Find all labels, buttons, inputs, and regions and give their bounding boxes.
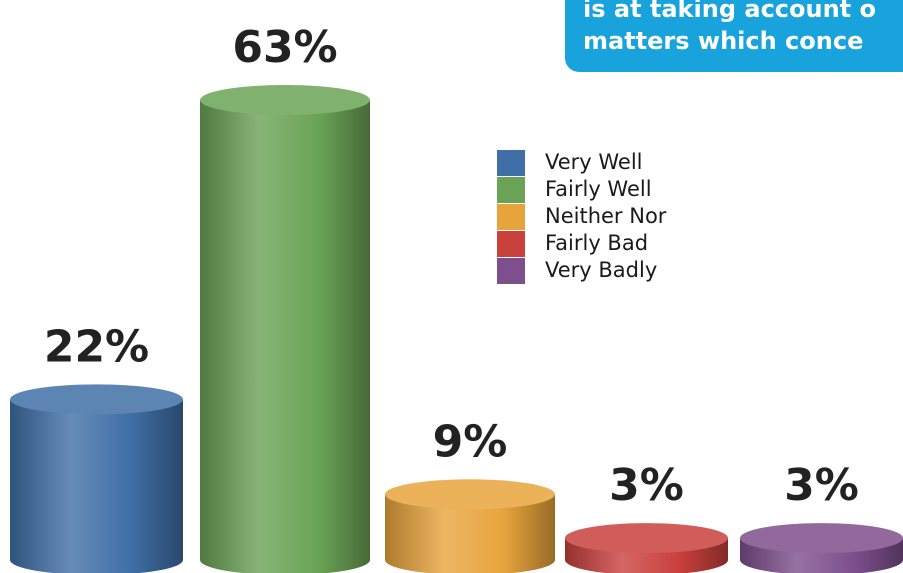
value-label: 22% bbox=[44, 321, 149, 372]
legend-text: Very Well bbox=[545, 150, 643, 174]
bar bbox=[10, 384, 183, 573]
bar-top bbox=[10, 384, 183, 415]
annotation-line: matters which conce bbox=[583, 27, 863, 55]
bar bbox=[385, 479, 555, 573]
bar bbox=[740, 523, 903, 573]
bar-top bbox=[565, 523, 728, 554]
bar-top bbox=[740, 523, 903, 554]
bar-side bbox=[200, 100, 370, 560]
legend-swatch bbox=[497, 231, 525, 257]
annotation-line: is at taking account o bbox=[583, 0, 876, 23]
legend-swatch bbox=[497, 204, 525, 230]
value-label: 3% bbox=[609, 460, 684, 511]
legend-text: Neither Nor bbox=[545, 204, 667, 228]
bar-top bbox=[385, 479, 555, 510]
bar bbox=[200, 85, 370, 573]
legend-swatch bbox=[497, 150, 525, 176]
legend-text: Fairly Bad bbox=[545, 231, 648, 255]
legend-text: Very Badly bbox=[545, 258, 657, 282]
bar bbox=[565, 523, 728, 573]
annotation-background bbox=[565, 0, 903, 72]
annotation-box: is at taking account o matters which con… bbox=[565, 0, 903, 72]
legend-swatch bbox=[497, 177, 525, 203]
legend-text: Fairly Well bbox=[545, 177, 652, 201]
value-label: 9% bbox=[433, 416, 508, 467]
bar-side bbox=[10, 399, 183, 560]
legend-swatch bbox=[497, 258, 525, 284]
value-label: 3% bbox=[784, 460, 859, 511]
bar-top bbox=[200, 85, 370, 115]
value-label: 63% bbox=[232, 22, 337, 73]
